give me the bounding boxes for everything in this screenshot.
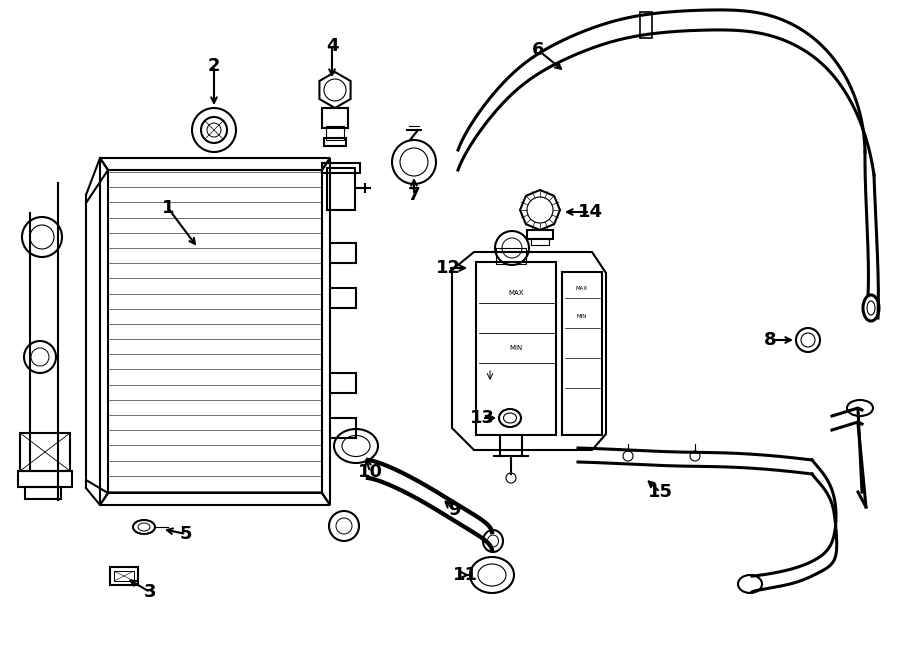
Bar: [527, 230, 553, 239]
Text: 11: 11: [453, 566, 478, 584]
Bar: [114, 571, 134, 581]
Text: MAX: MAX: [576, 286, 588, 290]
Bar: [18, 471, 72, 487]
Text: 12: 12: [436, 259, 461, 277]
Text: 3: 3: [144, 583, 157, 601]
Text: MIN: MIN: [509, 345, 523, 351]
Text: 1: 1: [162, 199, 175, 217]
Bar: [330, 243, 356, 263]
Text: 8: 8: [764, 331, 777, 349]
Text: 4: 4: [326, 37, 338, 55]
Text: 6: 6: [532, 41, 544, 59]
Bar: [496, 248, 526, 264]
Bar: [326, 126, 344, 140]
Bar: [640, 12, 652, 38]
Bar: [110, 567, 138, 585]
Text: 10: 10: [357, 463, 382, 481]
Text: MIN: MIN: [577, 313, 587, 319]
Text: 13: 13: [470, 409, 494, 427]
Bar: [476, 262, 556, 435]
Bar: [330, 418, 356, 438]
Bar: [330, 373, 356, 393]
Text: 15: 15: [647, 483, 672, 501]
Bar: [562, 272, 602, 435]
Bar: [322, 108, 348, 128]
Bar: [327, 168, 355, 210]
Text: 7: 7: [408, 186, 420, 204]
Bar: [25, 487, 61, 499]
Text: 5: 5: [180, 525, 193, 543]
Bar: [324, 138, 346, 146]
Text: MAX: MAX: [508, 290, 524, 296]
Text: 2: 2: [208, 57, 220, 75]
Bar: [20, 433, 70, 471]
Bar: [330, 288, 356, 308]
Text: 9: 9: [448, 501, 460, 519]
Bar: [322, 163, 360, 173]
Text: 14: 14: [578, 203, 602, 221]
Bar: [531, 238, 549, 245]
